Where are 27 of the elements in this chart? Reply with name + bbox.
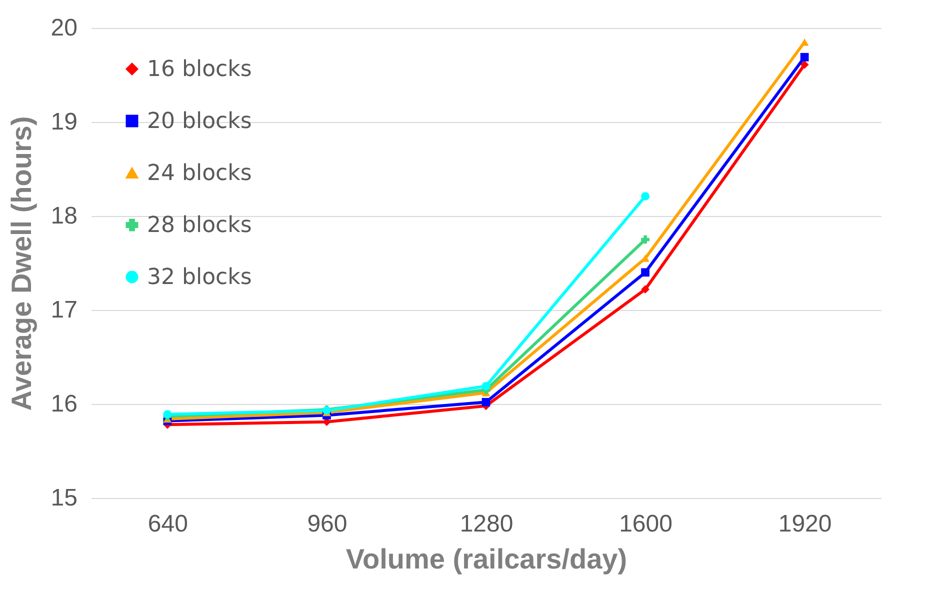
legend-label: 24 blocks [147,161,252,186]
point [800,38,809,46]
y-tick-label: 18 [50,202,78,230]
y-tick-label: 17 [50,296,78,324]
x-tick-label: 960 [307,510,348,538]
point [641,192,650,200]
y-axis-title: Average Dwell (hours) [6,116,37,411]
y-tick-label: 16 [50,390,78,418]
x-tick-label: 640 [148,510,188,538]
point [641,268,650,277]
y-tick-label: 15 [50,484,78,512]
point [641,235,650,244]
point [641,285,650,294]
legend-label: 28 blocks [147,213,252,238]
legend-label: 16 blocks [147,57,252,82]
legend-label: 20 blocks [147,109,252,134]
point [482,382,490,390]
legend-label: 32 blocks [147,265,252,290]
point [800,60,809,69]
point [482,398,490,406]
x-tick-label: 1600 [619,510,672,538]
y-tick-label: 19 [50,108,78,136]
x-tick-label: 1280 [460,510,514,538]
x-tick-label: 1920 [778,510,832,538]
x-axis-title: Volume (railcars/day) [346,544,628,574]
point [800,52,809,62]
y-tick-label: 20 [50,14,78,42]
